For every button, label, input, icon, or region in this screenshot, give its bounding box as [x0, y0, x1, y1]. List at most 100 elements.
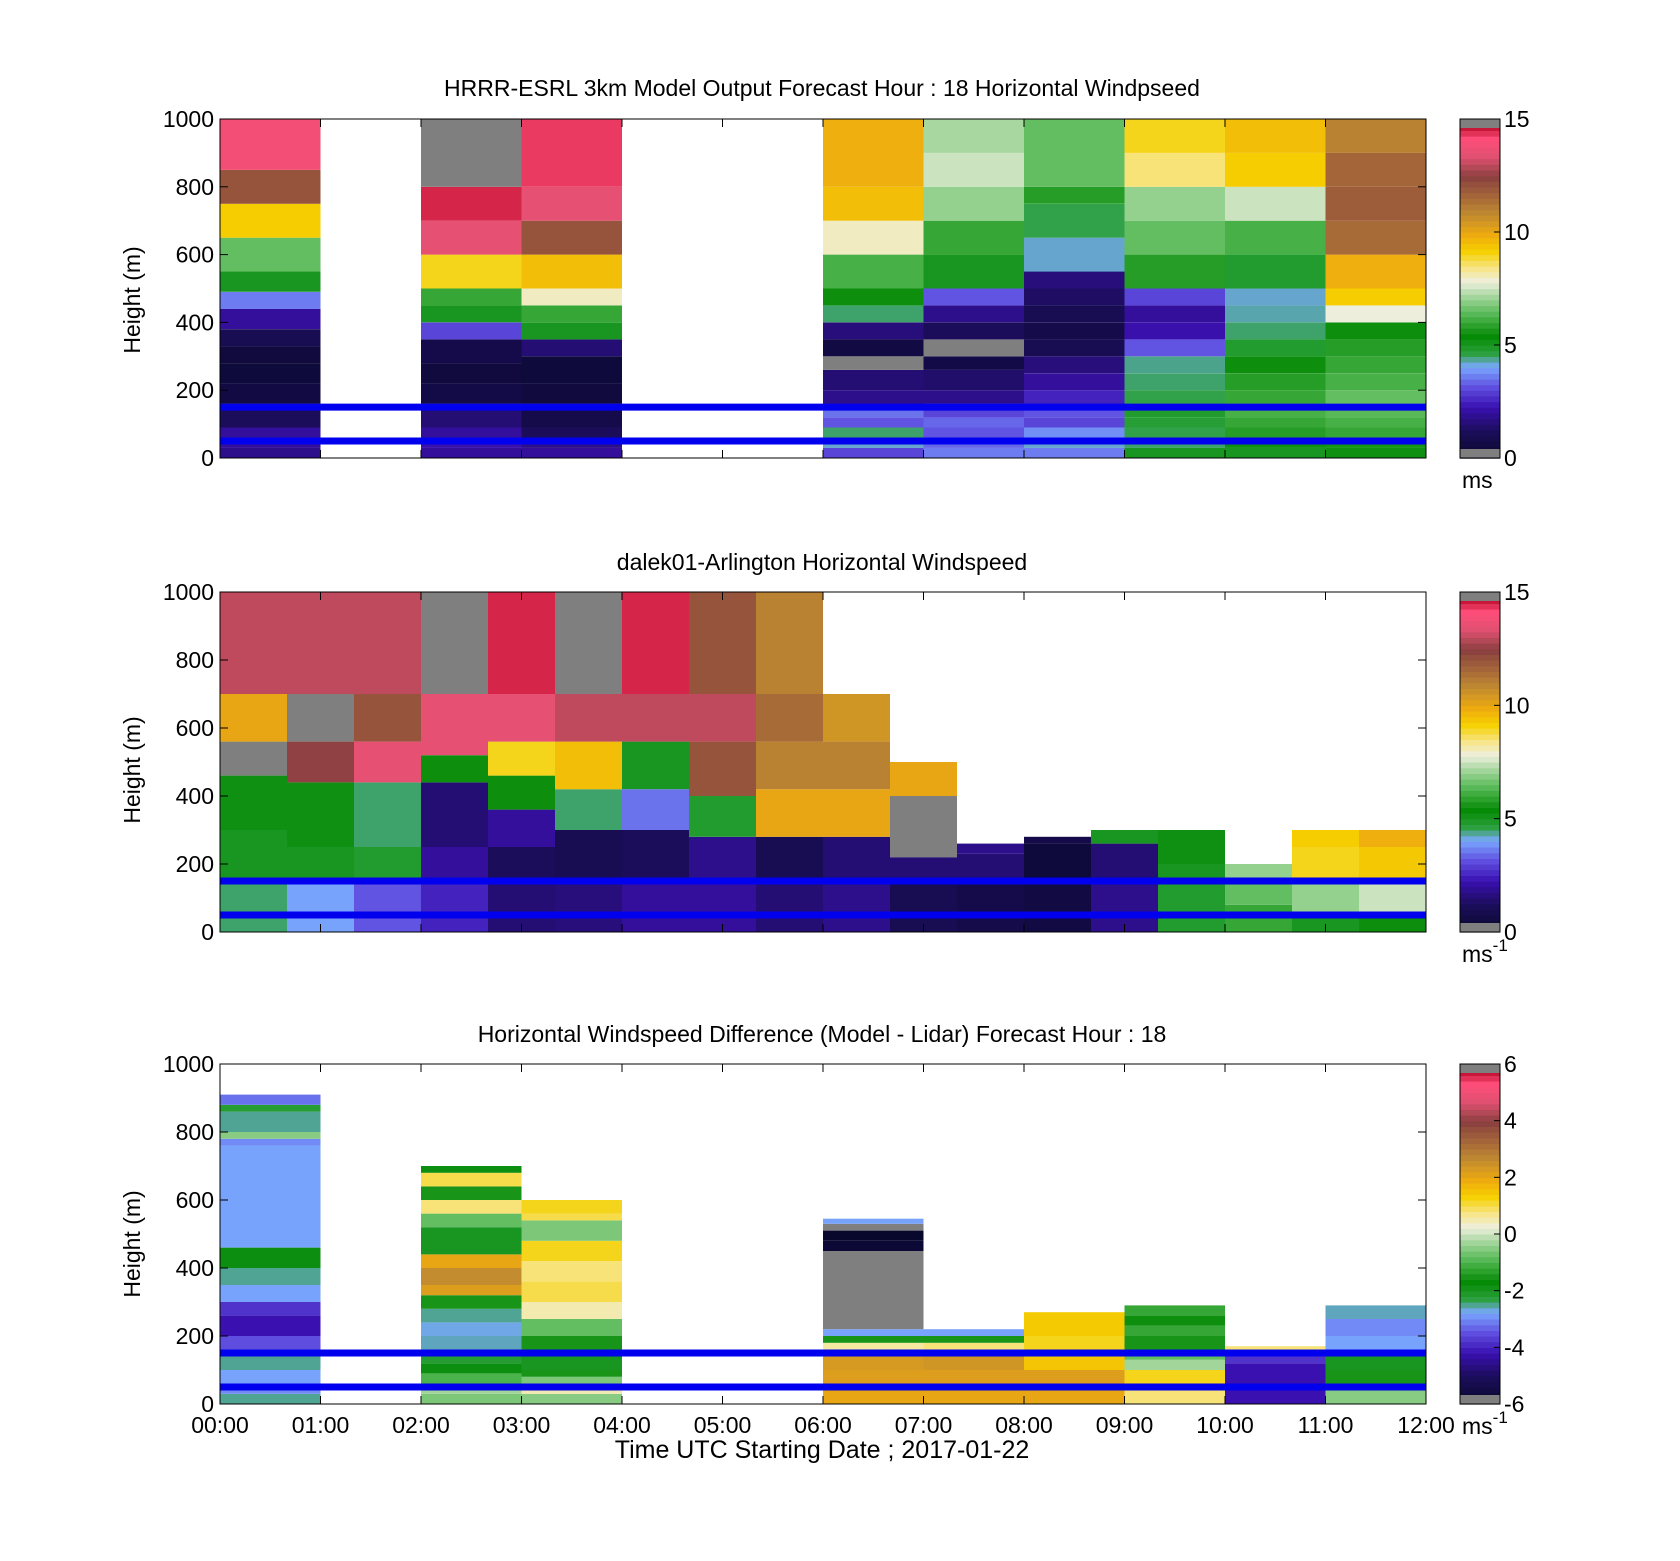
colorbar-swatch	[1460, 1302, 1500, 1309]
colorbar-swatch	[1460, 773, 1500, 780]
heatmap-cell	[354, 741, 421, 783]
heatmap-cell	[1359, 830, 1426, 847]
heatmap-cell	[421, 1285, 522, 1296]
heatmap-cell	[1225, 390, 1326, 404]
heatmap-cell	[421, 755, 488, 783]
heatmap-cell	[1024, 271, 1125, 289]
colorbar-swatch	[1460, 288, 1500, 295]
heatmap-cell	[220, 1268, 321, 1285]
colorbar-cap	[1460, 592, 1500, 601]
colorbar-swatch	[1460, 864, 1500, 871]
colorbar-swatch	[1460, 1149, 1500, 1156]
heatmap-cell	[923, 1387, 1024, 1404]
heatmap-cell	[1225, 447, 1326, 458]
heatmap-cell	[521, 1213, 622, 1221]
colorbar-swatch	[1460, 215, 1500, 222]
colorbar-swatch	[1460, 169, 1500, 177]
colorbar-frame	[1459, 118, 1501, 459]
heatmap-cell	[1225, 186, 1326, 221]
colorbar-swatch	[1460, 1211, 1500, 1218]
heatmap-cell	[521, 1376, 622, 1384]
colorbar-tick-label: 4	[1504, 1108, 1517, 1134]
x-tick-label: 00:00	[191, 1412, 249, 1438]
y-tick-label: 0	[201, 445, 214, 471]
panel-lidar-windspeed: dalek01-Arlington Horizontal Windspeed H…	[119, 549, 1530, 967]
heatmap-cell	[923, 254, 1024, 289]
colorbar-swatch	[1460, 1245, 1500, 1252]
colorbar-tick-label: 2	[1504, 1164, 1517, 1190]
colorbar-tick-label: 10	[1504, 692, 1530, 718]
colorbar-swatch	[1460, 305, 1500, 312]
colorbar-swatch	[1460, 716, 1500, 723]
heatmap-cell	[1024, 447, 1125, 458]
heatmap-cell	[1124, 373, 1225, 391]
colorbar-cap	[1460, 1064, 1500, 1073]
heatmap-cell	[488, 809, 555, 847]
heatmap-cell	[421, 694, 488, 756]
colorbar-swatch	[1460, 699, 1500, 706]
heatmap-cell	[923, 390, 1024, 404]
x-tick-label: 10:00	[1196, 1412, 1254, 1438]
heatmap-cell	[1225, 322, 1326, 340]
y-tick-label: 1000	[163, 579, 214, 605]
heatmap-cell	[823, 1319, 924, 1330]
heatmap-cell	[488, 877, 555, 932]
colorbar-swatch	[1460, 728, 1500, 735]
heatmap-cell	[1225, 427, 1326, 438]
heatmap-cell	[354, 782, 421, 847]
colorbar-swatch	[1460, 847, 1500, 854]
heatmap-cell	[1024, 237, 1125, 272]
colorbar-swatch	[1460, 807, 1500, 814]
colorbar-swatch	[1460, 1188, 1500, 1195]
colorbar-swatch	[1460, 243, 1500, 250]
heatmap-cell	[1124, 305, 1225, 323]
colorbar-swatch	[1460, 614, 1500, 621]
colorbar-swatch	[1460, 1160, 1500, 1167]
heatmap-cell	[220, 1370, 321, 1384]
colorbar-swatch	[1460, 316, 1500, 324]
heatmap-cell	[1325, 1370, 1426, 1384]
heatmap-cell	[823, 119, 924, 187]
heatmap-cell	[756, 789, 823, 837]
heatmap-cell	[521, 288, 622, 306]
colorbar-swatch	[1460, 395, 1500, 403]
heatmap-cell	[521, 1393, 622, 1404]
colorbar-swatch	[1460, 892, 1500, 899]
heatmap-cell	[689, 836, 756, 878]
heatmap-cell	[421, 1213, 522, 1228]
heatmap-cell	[1325, 322, 1426, 340]
colorbar-swatch	[1460, 858, 1500, 865]
heatmap-cell	[421, 305, 522, 323]
heatmap-cell	[823, 1336, 924, 1343]
heatmap-cell	[1359, 847, 1426, 878]
heatmap-cell	[1124, 220, 1225, 255]
colorbar-swatch	[1460, 677, 1500, 684]
heatmap-cell	[823, 1223, 924, 1231]
x-tick-label: 09:00	[1096, 1412, 1154, 1438]
heatmap-cell	[521, 1353, 622, 1370]
colorbar-swatch	[1460, 1290, 1500, 1297]
heatmap-cell	[957, 877, 1024, 932]
colorbar-swatch	[1460, 824, 1500, 831]
colorbar-swatch	[1460, 648, 1500, 655]
x-tick-label: 03:00	[493, 1412, 551, 1438]
heatmap-cell	[1124, 447, 1225, 458]
heatmap-cell	[1325, 152, 1426, 187]
heatmap-cell	[220, 447, 321, 458]
axes: 0 200 400 600 800 1000	[163, 106, 1427, 471]
heatmap-cell	[521, 1302, 622, 1319]
heatmap-cell	[220, 291, 321, 309]
colorbar-swatch	[1460, 852, 1500, 859]
heatmap-cell	[923, 119, 1024, 153]
colorbar-swatch	[1460, 361, 1500, 369]
colorbar-swatch	[1460, 609, 1500, 616]
heatmap-cell	[823, 186, 924, 221]
heatmap-cell	[421, 1295, 522, 1309]
panel-model-windspeed: HRRR-ESRL 3km Model Output Forecast Hour…	[119, 75, 1530, 493]
colorbar-swatch	[1460, 1154, 1500, 1161]
heatmap-cell	[823, 339, 924, 357]
heatmap-cell	[823, 1342, 924, 1353]
colorbar-tick-label: 15	[1504, 106, 1530, 132]
heatmap-cell	[421, 1268, 522, 1285]
heatmap-cell	[1292, 847, 1359, 878]
